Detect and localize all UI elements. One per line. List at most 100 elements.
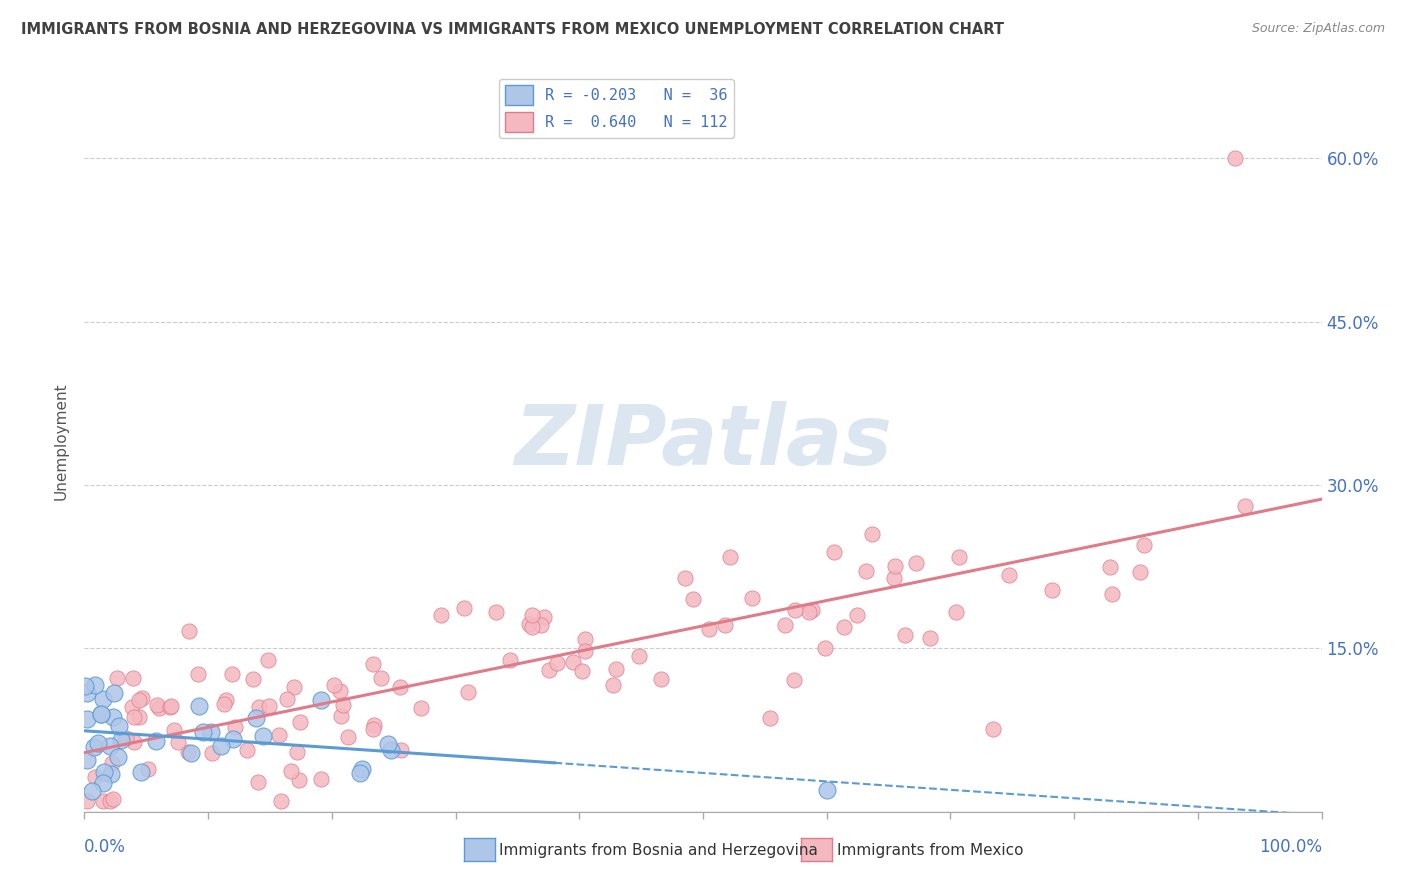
Point xyxy=(530,618,553,632)
Point xyxy=(329,683,352,698)
Point xyxy=(329,709,352,723)
Point xyxy=(363,723,385,737)
Point xyxy=(571,664,593,678)
Text: IMMIGRANTS FROM BOSNIA AND HERZEGOVINA VS IMMIGRANTS FROM MEXICO UNEMPLOYMENT CO: IMMIGRANTS FROM BOSNIA AND HERZEGOVINA V… xyxy=(21,22,1004,37)
Point xyxy=(221,666,243,681)
Point xyxy=(115,731,138,745)
Point xyxy=(520,620,543,634)
Point xyxy=(773,617,796,632)
Point xyxy=(270,794,292,808)
Point xyxy=(782,673,804,687)
Point xyxy=(322,678,344,692)
Point xyxy=(797,605,820,619)
Point xyxy=(103,710,125,724)
Point xyxy=(91,794,114,808)
Point xyxy=(650,673,672,687)
Point xyxy=(145,698,167,712)
Point xyxy=(430,607,453,622)
Point xyxy=(1101,587,1123,601)
Point xyxy=(499,653,522,667)
Point xyxy=(884,558,907,573)
Text: 0.0%: 0.0% xyxy=(84,838,127,855)
Point xyxy=(222,731,245,746)
Point xyxy=(91,691,114,706)
Point xyxy=(90,707,112,722)
Point xyxy=(90,707,112,722)
Point xyxy=(309,693,332,707)
Point xyxy=(834,620,856,634)
Point xyxy=(83,739,105,754)
Point xyxy=(363,718,385,732)
Point xyxy=(121,672,143,686)
Point xyxy=(76,685,98,699)
Point xyxy=(718,549,741,564)
Point xyxy=(1129,565,1152,579)
Point xyxy=(759,711,782,725)
Point xyxy=(537,663,560,677)
Point xyxy=(110,733,132,747)
Point xyxy=(673,570,696,584)
Point xyxy=(276,692,298,706)
Point xyxy=(628,648,651,663)
Point xyxy=(904,556,927,570)
Point xyxy=(122,735,145,749)
Point xyxy=(128,693,150,707)
Point xyxy=(855,564,877,578)
Legend: R = -0.203   N =  36, R =  0.640   N = 112: R = -0.203 N = 36, R = 0.640 N = 112 xyxy=(499,79,734,138)
Point xyxy=(121,699,143,714)
Point xyxy=(187,666,209,681)
Point xyxy=(76,794,98,808)
Point xyxy=(1233,499,1256,513)
Point xyxy=(103,686,125,700)
Point xyxy=(82,784,104,798)
Point xyxy=(246,775,269,789)
Point xyxy=(136,762,159,776)
Point xyxy=(129,765,152,780)
Point xyxy=(76,712,98,726)
Point xyxy=(87,736,110,750)
Point xyxy=(247,699,270,714)
Point xyxy=(948,549,970,564)
Point xyxy=(741,591,763,606)
Point xyxy=(785,603,807,617)
Point xyxy=(520,607,543,622)
Text: 100.0%: 100.0% xyxy=(1258,838,1322,855)
Point xyxy=(533,610,555,624)
Point xyxy=(349,766,371,780)
Point xyxy=(180,746,202,760)
Text: ZIPatlas: ZIPatlas xyxy=(515,401,891,482)
Point xyxy=(107,749,129,764)
Point xyxy=(122,710,145,724)
Point xyxy=(1133,538,1156,552)
Point xyxy=(388,680,411,694)
Point xyxy=(453,601,475,615)
Point xyxy=(159,700,181,714)
Point xyxy=(823,544,845,558)
Point xyxy=(188,698,211,713)
Point xyxy=(814,640,837,655)
Point xyxy=(98,739,121,754)
Point xyxy=(682,592,704,607)
Point xyxy=(177,745,200,759)
Point xyxy=(815,783,838,797)
Point xyxy=(101,792,124,806)
Point xyxy=(602,678,624,692)
Point xyxy=(214,693,236,707)
Point xyxy=(1040,582,1063,597)
Point xyxy=(242,672,264,686)
Point xyxy=(285,745,308,759)
Point xyxy=(93,765,115,780)
Point xyxy=(235,743,257,757)
Point xyxy=(352,762,374,776)
Point xyxy=(105,671,128,685)
Point xyxy=(131,690,153,705)
Point xyxy=(201,746,224,760)
Point xyxy=(200,724,222,739)
Point xyxy=(391,743,413,757)
Point xyxy=(108,719,131,733)
Point xyxy=(269,728,291,742)
Point xyxy=(252,729,274,743)
Point xyxy=(845,607,868,622)
Point xyxy=(84,678,107,692)
Point xyxy=(998,568,1021,582)
